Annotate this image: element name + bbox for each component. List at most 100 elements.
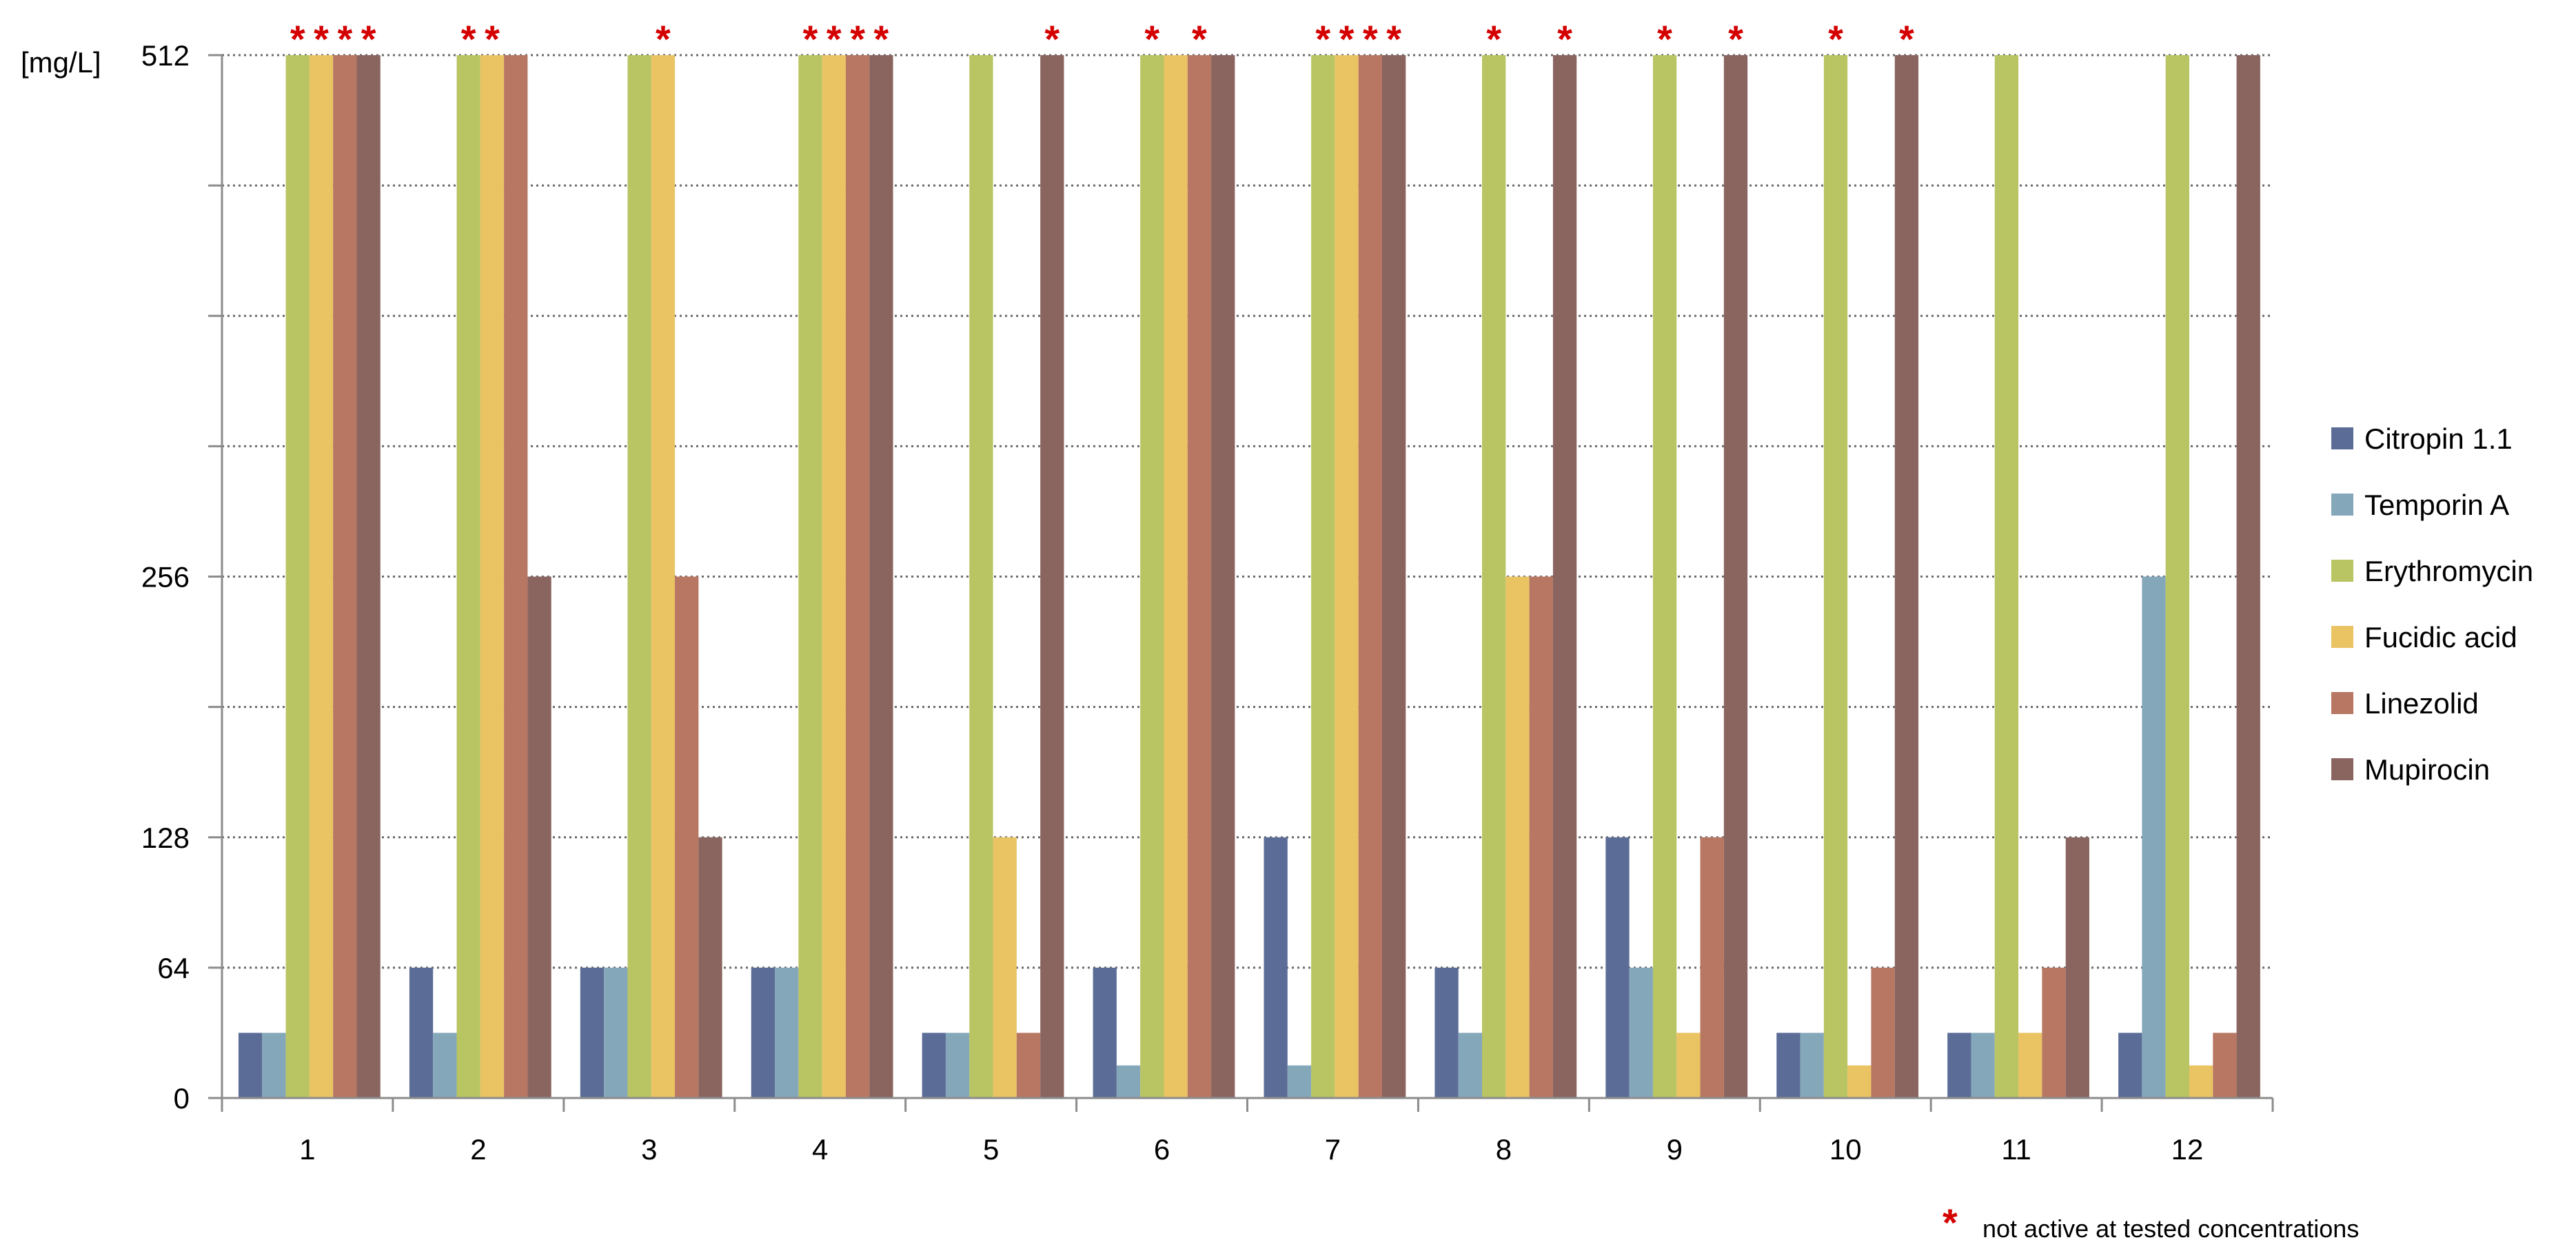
bar: [239, 1033, 263, 1098]
legend-label: Temporin A: [2364, 489, 2509, 521]
legend-label: Fucidic acid: [2364, 621, 2517, 653]
bar: [1382, 55, 1406, 1098]
legend: Citropin 1.1 Temporin A Erythromycin Fucidi…: [2331, 423, 2533, 786]
bar: [1823, 55, 1848, 1098]
not-active-marker: *: [1315, 17, 1330, 61]
bar: [1287, 1065, 1312, 1098]
bar: [1894, 55, 1919, 1098]
bar: [993, 837, 1017, 1098]
bar: [675, 576, 699, 1098]
legend-label: Erythromycin: [2364, 555, 2533, 587]
bar: [1971, 1033, 1995, 1098]
legend-swatch: [2331, 494, 2353, 516]
bars: [239, 55, 2260, 1098]
not-active-marker: *: [656, 17, 671, 61]
bar: [698, 837, 722, 1098]
bar: [1629, 967, 1653, 1098]
bar: [1776, 1033, 1801, 1098]
not-active-marker: *: [1828, 17, 1843, 61]
not-active-marker: *: [803, 17, 818, 61]
x-tick-label: 6: [1154, 1133, 1170, 1166]
bar: [2189, 1065, 2213, 1098]
bar: [751, 967, 775, 1098]
bar: [1994, 55, 2019, 1098]
x-tick-label: 10: [1829, 1133, 1862, 1166]
bar: [285, 55, 310, 1098]
annotation-star: *: [1943, 1201, 1958, 1244]
bar: [651, 55, 676, 1098]
bar: [2165, 55, 2189, 1098]
legend-swatch: [2331, 560, 2353, 582]
bar: [480, 55, 505, 1098]
y-tick-label: 0: [174, 1082, 190, 1115]
bar: [456, 55, 480, 1098]
x-tick-label: 8: [1496, 1133, 1512, 1166]
bar: [1040, 55, 1064, 1098]
bar: [1093, 967, 1117, 1098]
not-active-marker: *: [485, 17, 500, 61]
bar: [775, 967, 799, 1098]
bar: [409, 967, 434, 1098]
x-tick-label: 1: [299, 1133, 315, 1166]
bar: [1187, 55, 1212, 1098]
legend-swatch: [2331, 427, 2353, 449]
bar: [2065, 837, 2089, 1098]
bar: [1116, 1065, 1141, 1098]
x-tick-labels: 1 2 3 4 5 6 7 8 9 10 11 12: [299, 1133, 2203, 1166]
annotation-text: not active at tested concentrations: [1982, 1215, 2359, 1243]
bar: [1358, 55, 1382, 1098]
bar: [1800, 1033, 1824, 1098]
x-tick-label: 7: [1325, 1133, 1341, 1166]
y-axis-label: [mg/L]: [21, 46, 101, 79]
legend-swatch: [2331, 692, 2353, 714]
y-tick-label: 256: [141, 561, 190, 593]
bar: [845, 55, 870, 1098]
not-active-marker: *: [1144, 17, 1159, 61]
bar: [1164, 55, 1188, 1098]
bar: [2142, 576, 2166, 1098]
bar: [604, 967, 628, 1098]
bar: [1434, 967, 1459, 1098]
bar: [1264, 837, 1288, 1098]
not-active-marker: *: [874, 17, 889, 61]
bar: [2236, 55, 2260, 1098]
not-active-marker: *: [1657, 17, 1672, 61]
bar: [2213, 1033, 2237, 1098]
bar: [627, 55, 651, 1098]
x-tick-label: 3: [641, 1133, 657, 1166]
y-tick-label: 512: [141, 39, 190, 72]
not-active-marker: *: [1363, 17, 1378, 61]
y-tick-label: 128: [141, 822, 190, 854]
bar: [504, 55, 528, 1098]
x-tick-label: 12: [2171, 1133, 2204, 1166]
not-active-marker: *: [826, 17, 842, 61]
not-active-marker: *: [337, 17, 352, 61]
not-active-marker: *: [850, 17, 865, 61]
not-active-marker: *: [1386, 17, 1401, 61]
bar: [1723, 55, 1748, 1098]
not-active-marker: *: [1192, 17, 1207, 61]
bar: [1482, 55, 1506, 1098]
not-active-marker: *: [1899, 17, 1914, 61]
bar: [356, 55, 381, 1098]
bar: [2018, 1033, 2042, 1098]
bar: [2042, 967, 2066, 1098]
bar: [1652, 55, 1677, 1098]
bar: [1458, 1033, 1483, 1098]
bar: [1140, 55, 1164, 1098]
bar: [1505, 576, 1530, 1098]
bar: [1871, 967, 1895, 1098]
bar: [527, 576, 551, 1098]
not-active-marker: *: [1728, 17, 1743, 61]
not-active-marker: *: [314, 17, 329, 61]
y-tick-label: 64: [157, 952, 190, 984]
x-tick-label: 11: [2001, 1133, 2031, 1166]
bar: [1211, 55, 1235, 1098]
legend-label: Citropin 1.1: [2364, 423, 2513, 455]
annotation-note: * not active at tested concentrations: [1943, 1201, 2359, 1244]
bar: [922, 1033, 946, 1098]
bar: [822, 55, 846, 1098]
legend-swatch: [2331, 758, 2353, 780]
bar: [1552, 55, 1577, 1098]
legend-swatch: [2331, 626, 2353, 648]
